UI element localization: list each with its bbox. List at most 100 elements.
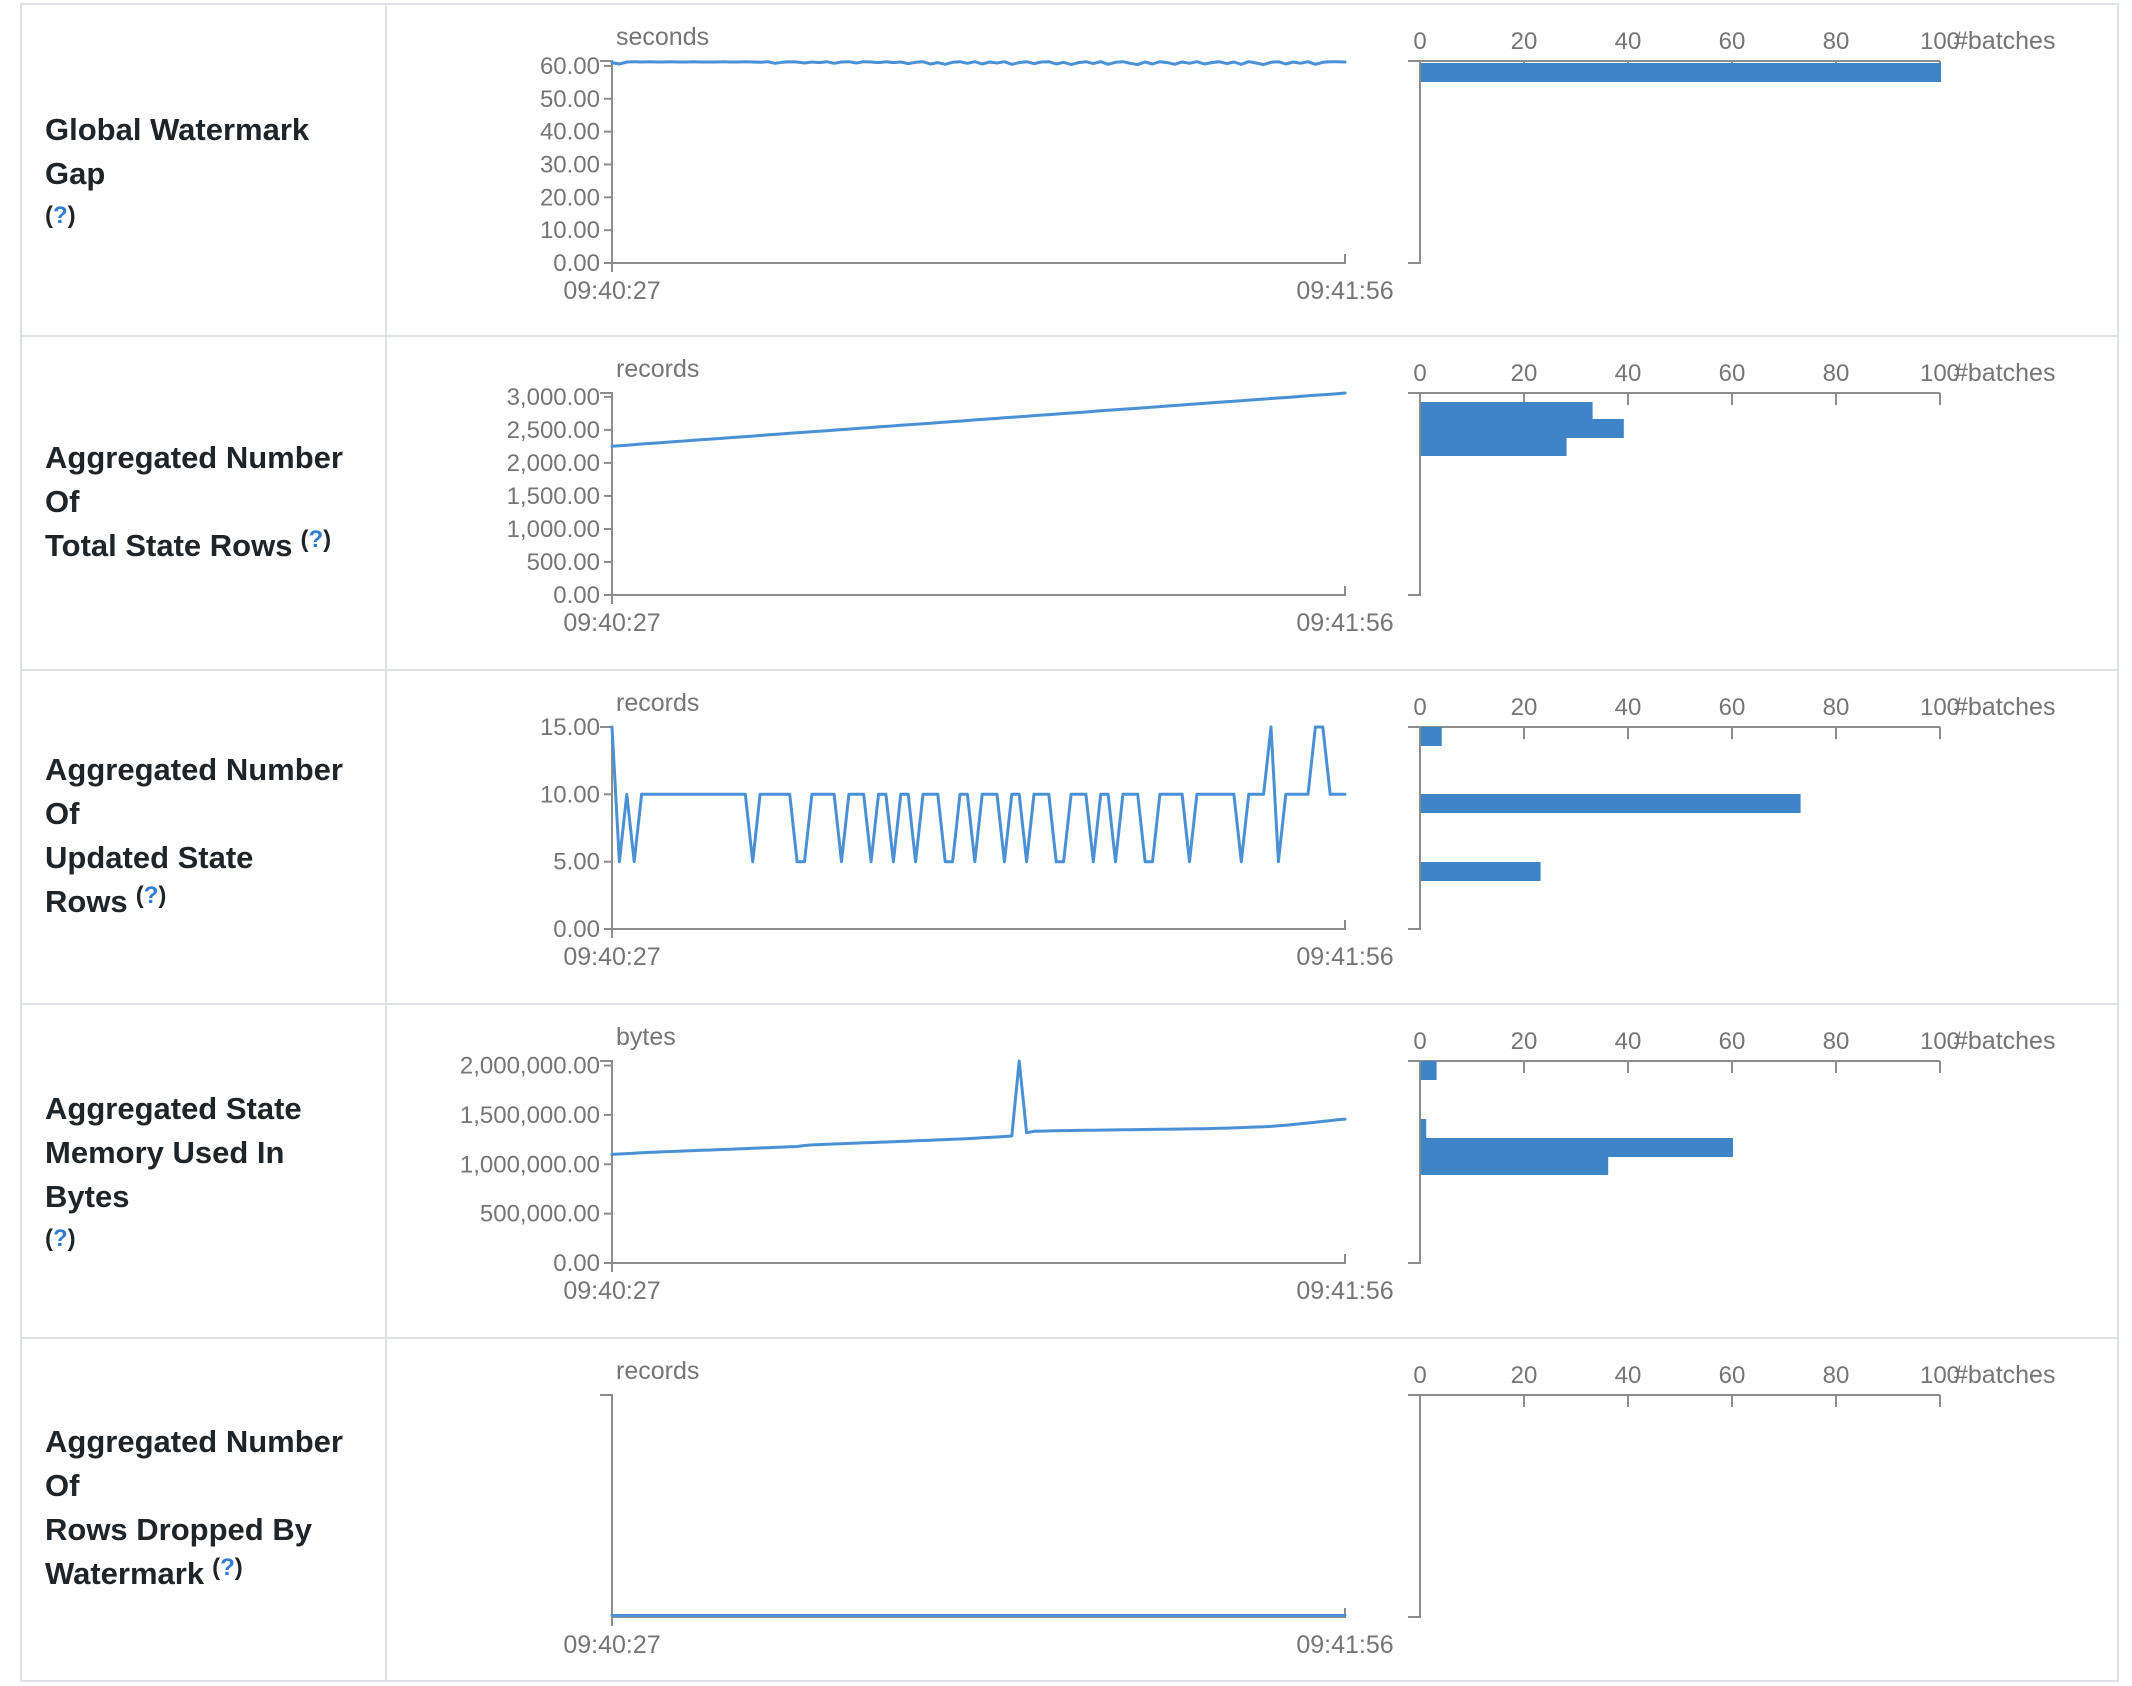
histogram-tick-label: 20 [1511, 1362, 1538, 1389]
histogram-tick-label: 60 [1719, 694, 1746, 721]
y-axis-tick-label: 40.00 [540, 119, 600, 146]
y-axis-tick-label: 0.00 [553, 1250, 600, 1277]
charts-cell-global-watermark-gap: seconds 0.00 10.00 20.00 30.00 40.00 50.00 60.0… [387, 5, 2117, 335]
y-axis-tick-label: 5.00 [553, 849, 600, 876]
y-axis-tick-label: 1,000.00 [507, 516, 600, 543]
x-axis-start-time: 09:40:27 [563, 1631, 660, 1659]
metric-label-text: Aggregated Number Of [45, 1424, 343, 1503]
histogram-tick-label: 80 [1823, 28, 1850, 55]
histogram-tick-label: 80 [1823, 1362, 1850, 1389]
x-axis-end-time: 09:41:56 [1296, 943, 1393, 971]
batch-histogram-aggregated-state-memory-used-in-bytes: 0 20 40 60 80 100#batches [1408, 1027, 2055, 1264]
histogram-bar [1421, 63, 1941, 82]
metric-label-text: Rows Dropped By [45, 1512, 312, 1547]
charts-canvas: bytes 0.00 500,000.00 1,000,000.00 1,500,000… [460, 1023, 2056, 1305]
histogram-bar [1421, 419, 1624, 438]
histogram-tick-label: 100 [1920, 1362, 1960, 1389]
question-mark-icon[interactable]: ? [53, 201, 68, 229]
histogram-bar [1421, 1156, 1609, 1175]
question-mark-icon[interactable]: ? [143, 881, 159, 909]
y-axis-tick-label: 15.00 [540, 714, 600, 741]
histogram-unit-label: #batches [1954, 359, 2055, 387]
y-axis-tick-label: 0.00 [553, 582, 600, 609]
timeline-series-line [610, 725, 1347, 864]
help-link[interactable]: (?) [45, 202, 76, 229]
charts-canvas: records 0.00 5.00 10.00 15.00 09:40:27 09:41:5… [540, 689, 2056, 971]
charts-canvas: seconds 0.00 10.00 20.00 30.00 40.00 50.00 60.0… [540, 23, 2056, 305]
y-axis-tick-label: 0.00 [553, 250, 600, 277]
y-axis-tick-label: 1,000,000.00 [460, 1151, 600, 1178]
histogram-tick-label: 0 [1413, 28, 1426, 55]
metric-label-global-watermark-gap: Global Watermark Gap (?) [22, 5, 387, 335]
question-mark-icon[interactable]: ? [308, 525, 324, 553]
x-axis-start-time: 09:40:27 [563, 1277, 660, 1305]
histogram-bar [1421, 794, 1801, 813]
help-paren-close: ) [158, 881, 167, 909]
histogram-bar [1421, 1138, 1733, 1157]
histogram-tick-label: 0 [1413, 360, 1426, 387]
histogram-tick-label: 0 [1413, 1028, 1426, 1055]
question-mark-icon[interactable]: ? [220, 1554, 235, 1581]
charts-canvas: records 09:40:27 09:41:56 0 20 40 60 80 100#batc… [563, 1357, 2055, 1659]
help-link[interactable]: (?) [136, 882, 167, 909]
batch-histogram-aggregated-number-of-updated-state-rows: 0 20 40 60 80 100#batches [1408, 693, 2055, 930]
metric-label-aggregated-number-of-rows-dropped-by-watermark: Aggregated Number Of Rows Dropped By Water… [22, 1339, 387, 1680]
y-axis-unit-label: records [616, 355, 699, 383]
help-link[interactable]: (?) [212, 1554, 243, 1581]
y-axis-unit-label: seconds [616, 23, 709, 51]
histogram-tick-label: 100 [1920, 694, 1960, 721]
histogram-tick-label: 100 [1920, 1028, 1960, 1055]
help-paren-close: ) [234, 1554, 243, 1581]
histogram-unit-label: #batches [1954, 693, 2055, 721]
histogram-tick-label: 40 [1615, 1028, 1642, 1055]
timeline-series-line [610, 1059, 1347, 1156]
help-paren-close: ) [67, 201, 76, 229]
y-axis-tick-label: 2,000.00 [507, 450, 600, 477]
help-link[interactable]: (?) [300, 526, 331, 553]
metric-label-text: Global Watermark Gap [45, 111, 310, 191]
y-axis-unit-label: records [616, 1357, 699, 1385]
histogram-tick-label: 80 [1823, 360, 1850, 387]
help-link[interactable]: (?) [45, 1225, 76, 1252]
y-axis-tick-label: 50.00 [540, 86, 600, 113]
histogram-tick-label: 0 [1413, 1362, 1426, 1389]
histogram-unit-label: #batches [1954, 1361, 2055, 1389]
y-axis-tick-label: 1,500,000.00 [460, 1102, 600, 1129]
stat-row-global-watermark-gap: Global Watermark Gap (?) seconds 0.00 10.00 2… [22, 5, 2117, 335]
histogram-tick-label: 20 [1511, 694, 1538, 721]
stat-row-aggregated-number-of-updated-state-rows: Aggregated Number Of Updated State Rows (?… [22, 669, 2117, 1003]
histogram-unit-label: #batches [1954, 27, 2055, 55]
y-axis-tick-label: 500.00 [527, 549, 600, 576]
stat-row-aggregated-state-memory-used-in-bytes: Aggregated State Memory Used In Bytes (?) b… [22, 1003, 2117, 1337]
help-paren-open: ( [212, 1554, 221, 1581]
timeline-chart-aggregated-number-of-total-state-rows: records 0.00 500.00 1,000.00 1,500.00 2,000.0… [507, 355, 1394, 637]
metric-label-text: Aggregated Number Of [45, 751, 343, 831]
help-paren-close: ) [323, 525, 332, 553]
x-axis-start-time: 09:40:27 [563, 943, 660, 971]
histogram-tick-label: 100 [1920, 28, 1960, 55]
metric-label-text: Watermark [45, 1556, 205, 1591]
histogram-unit-label: #batches [1954, 1027, 2055, 1055]
y-axis-unit-label: bytes [616, 1023, 676, 1051]
metric-label-text: Memory Used In Bytes [45, 1134, 285, 1214]
histogram-bar [1421, 402, 1593, 421]
timeline-chart-aggregated-state-memory-used-in-bytes: bytes 0.00 500,000.00 1,000,000.00 1,500,000… [460, 1023, 1394, 1305]
stat-row-aggregated-number-of-rows-dropped-by-watermark: Aggregated Number Of Rows Dropped By Water… [22, 1337, 2117, 1680]
histogram-tick-label: 60 [1719, 28, 1746, 55]
help-paren-open: ( [45, 201, 53, 229]
histogram-tick-label: 40 [1615, 28, 1642, 55]
histogram-tick-label: 60 [1719, 1028, 1746, 1055]
batch-histogram-global-watermark-gap: 0 20 40 60 80 100#batches [1408, 27, 2055, 264]
metric-label-text: Total State Rows [45, 527, 293, 563]
timeline-chart-global-watermark-gap: seconds 0.00 10.00 20.00 30.00 40.00 50.00 60.0… [540, 23, 1394, 305]
histogram-tick-label: 0 [1413, 694, 1426, 721]
y-axis-tick-label: 10.00 [540, 217, 600, 244]
y-axis-tick-label: 10.00 [540, 781, 600, 808]
metric-label-text: Aggregated State [45, 1090, 302, 1126]
histogram-tick-label: 100 [1920, 360, 1960, 387]
histogram-tick-label: 80 [1823, 1028, 1850, 1055]
y-axis-tick-label: 2,000,000.00 [460, 1053, 600, 1080]
histogram-bar [1421, 1119, 1427, 1138]
question-mark-icon[interactable]: ? [53, 1224, 68, 1252]
y-axis-tick-label: 2,500.00 [507, 417, 600, 444]
